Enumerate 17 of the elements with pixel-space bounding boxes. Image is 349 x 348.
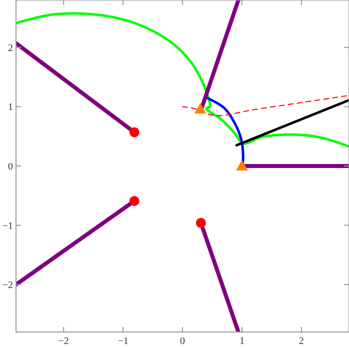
x-tick-label: 2 [298, 336, 304, 347]
y-tick-label: −2 [2, 280, 13, 292]
point [236, 160, 248, 170]
y-tick-label: −1 [2, 220, 13, 232]
x-tick-label: 0 [180, 336, 185, 347]
y-tick-label: 1 [8, 102, 13, 114]
line-series [16, 12, 349, 148]
y-tick-label: 2 [8, 42, 13, 54]
point [129, 196, 140, 206]
point [196, 218, 206, 228]
x-tick-label: −2 [58, 336, 69, 347]
x-tick-label: −1 [118, 336, 128, 347]
point [129, 127, 140, 138]
point [194, 103, 206, 114]
x-tick-label: 1 [239, 336, 244, 347]
line-series [182, 94, 349, 116]
y-tick-label: 0 [8, 162, 13, 172]
